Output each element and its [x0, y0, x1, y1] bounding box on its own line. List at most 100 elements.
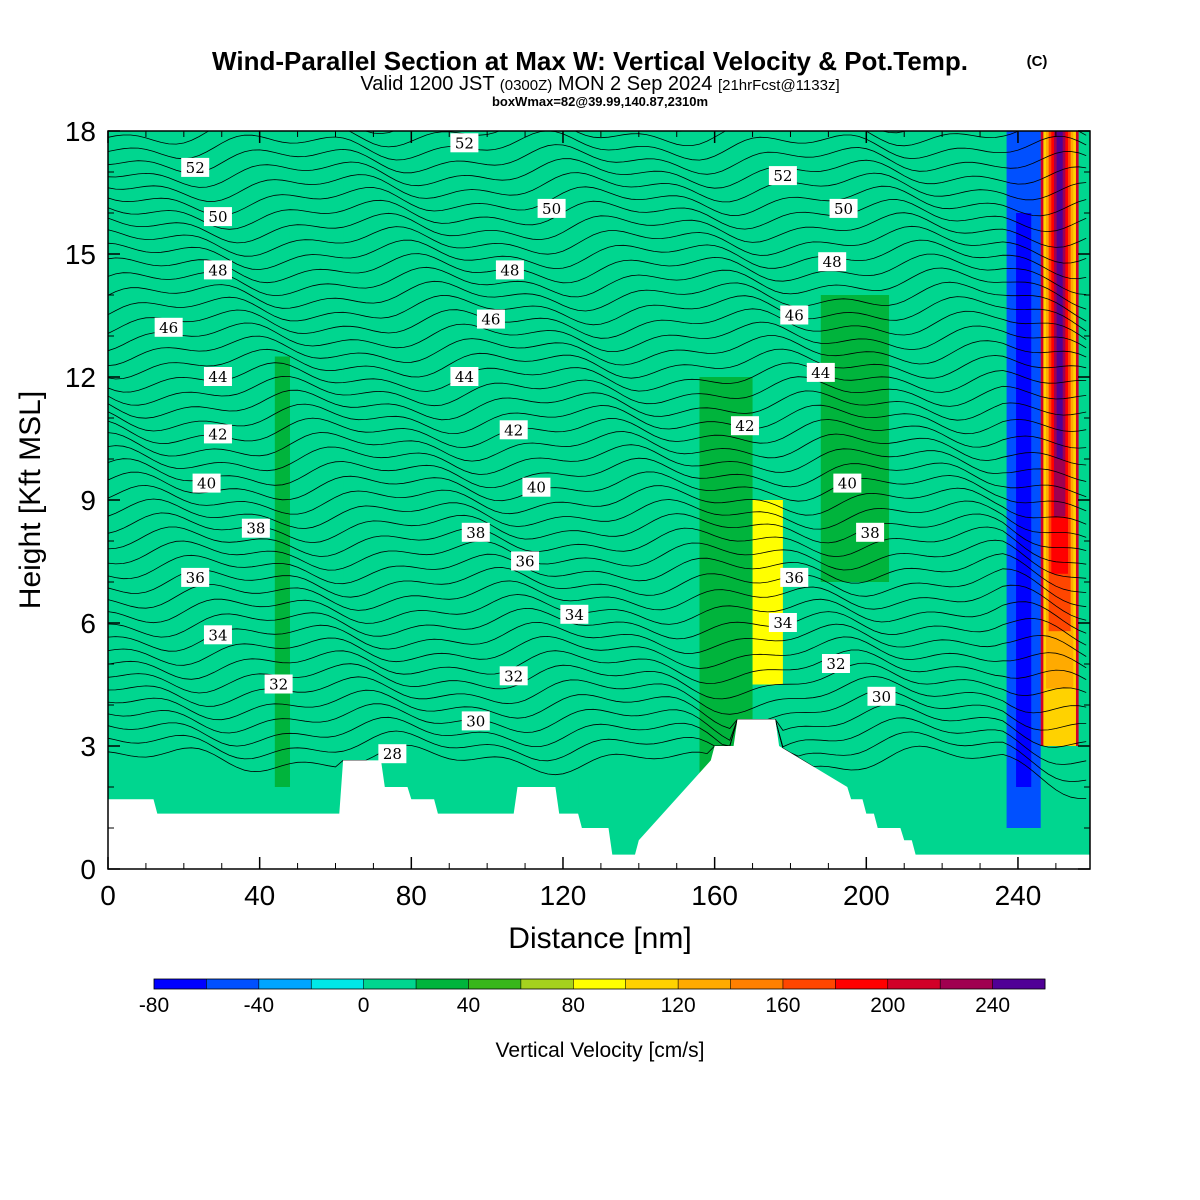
y-tick-label: 12 [65, 362, 96, 393]
theta-contour [108, 185, 1087, 217]
svg-text:42: 42 [208, 425, 227, 443]
x-tick-label: 200 [843, 880, 890, 911]
svg-text:38: 38 [861, 524, 880, 542]
theta-contour-label: 52 [768, 166, 797, 186]
svg-text:50: 50 [834, 200, 853, 218]
plot-area: 52 52 52 50 50 50 48 48 48 46 46 46 44 44 44 42 42 42 40 40… [108, 131, 1090, 869]
colorbar-swatch [416, 979, 469, 989]
y-axis-label: Height [Kft MSL] [14, 391, 47, 609]
y-tick-label: 18 [65, 116, 96, 147]
theta-contour [108, 484, 1087, 525]
theta-contour-label: 38 [856, 522, 885, 542]
theta-contour [108, 294, 1087, 332]
theta-contour [108, 512, 1087, 551]
theta-contour-label: 48 [818, 252, 847, 272]
box-w-max-line: boxWmax=82@39.99,140.87,2310m [492, 94, 708, 109]
theta-contour-label: 42 [203, 424, 232, 444]
theta-contour-label: 34 [768, 613, 797, 632]
svg-text:34: 34 [208, 626, 227, 644]
svg-text:44: 44 [811, 364, 830, 382]
velocity-region [274, 356, 290, 787]
theta-contour [108, 457, 1087, 498]
colorbar-swatch [363, 979, 417, 989]
x-tick-label: 80 [396, 880, 427, 911]
updraft-core-band [1056, 131, 1063, 459]
theta-contour-label: 50 [203, 207, 232, 227]
theta-contour [108, 239, 1087, 280]
theta-contour [108, 321, 1087, 352]
theta-contour-label: 30 [461, 711, 490, 731]
y-tick-label: 6 [80, 608, 96, 639]
theta-contour-label: 50 [829, 198, 858, 218]
colorbar-swatch [573, 979, 627, 989]
x-tick-label: 160 [691, 880, 738, 911]
theta-contour-label: 46 [780, 305, 809, 325]
theta-contour-label: 50 [537, 198, 566, 218]
theta-contour [108, 131, 1087, 161]
theta-contour [108, 719, 1087, 783]
chart-subtitle: Valid 1200 JST (0300Z) MON 2 Sep 2024 [2… [360, 73, 839, 95]
svg-text:30: 30 [872, 688, 891, 706]
colorbar-swatch [311, 979, 365, 989]
svg-text:50: 50 [542, 200, 561, 218]
theta-contour-label: 42 [730, 416, 759, 436]
svg-text:52: 52 [773, 167, 792, 185]
svg-text:42: 42 [504, 421, 523, 439]
theta-contour-label: 42 [499, 420, 528, 440]
theta-contour [108, 431, 1087, 466]
svg-text:38: 38 [466, 524, 485, 542]
theta-contour [108, 607, 1087, 646]
theta-contour-label: 44 [203, 367, 232, 386]
x-axis-label: Distance [nm] [508, 922, 691, 955]
theta-contour-label: 34 [203, 625, 232, 645]
theta-contour [108, 335, 1087, 366]
svg-text:36: 36 [186, 569, 205, 587]
colorbar: -80 -40 0 40 80 120 160 200 240 [139, 978, 1046, 1017]
colorbar-tick-label: 200 [870, 994, 905, 1017]
velocity-region [289, 131, 344, 664]
theta-contour-label: 30 [867, 686, 896, 706]
theta-contour-label: 32 [499, 666, 528, 686]
y-tick-label: 3 [80, 731, 96, 762]
valid-time-utc: (0300Z) [500, 77, 553, 94]
theta-contour-label: 36 [181, 567, 210, 587]
theta-contour [108, 389, 1087, 421]
theta-contour-label: 52 [450, 133, 479, 153]
forecast-run: [21hrFcst@1133z] [718, 77, 840, 94]
theta-contour [108, 498, 1087, 538]
x-tick-label: 240 [995, 880, 1042, 911]
theta-contour-label: 44 [450, 367, 479, 386]
svg-text:30: 30 [466, 712, 485, 730]
theta-contour [108, 348, 1087, 380]
theta-contour [108, 526, 1087, 565]
theta-contour-label: 40 [192, 473, 221, 493]
colorbar-tick-label: 0 [358, 994, 370, 1017]
svg-text:40: 40 [838, 475, 857, 493]
colorbar-label: Vertical Velocity [cm/s] [496, 1039, 705, 1062]
contour-labels: 52 52 52 50 50 50 48 48 48 46 46 46 44 44 44 42 42 42 40 40… [154, 133, 896, 764]
svg-text:44: 44 [455, 368, 474, 386]
x-tick-label: 0 [100, 880, 116, 911]
theta-contour [108, 199, 1087, 233]
theta-contour [108, 471, 1087, 512]
velocity-region [752, 500, 783, 685]
colorbar-swatch [887, 979, 941, 989]
theta-contour-label: 32 [264, 674, 293, 694]
theta-contour [108, 716, 1087, 765]
theta-contour-label: 36 [511, 551, 540, 571]
potential-temperature-contours [108, 131, 1087, 799]
colorbar-tick-label: -40 [244, 994, 274, 1017]
colorbar-swatch [206, 979, 260, 989]
colorbar-swatch [940, 979, 994, 989]
theta-contour-label: 32 [821, 654, 850, 673]
theta-contour-label: 48 [495, 260, 524, 280]
theta-contour [108, 621, 1087, 657]
colorbar-tick-label: 80 [562, 994, 585, 1017]
colorbar-tick-label: 120 [661, 994, 696, 1017]
theta-contour [108, 539, 1087, 579]
theta-contour [108, 253, 1087, 295]
theta-contour [108, 594, 1087, 634]
chart-title: Wind-Parallel Section at Max W: Vertical… [212, 46, 968, 76]
